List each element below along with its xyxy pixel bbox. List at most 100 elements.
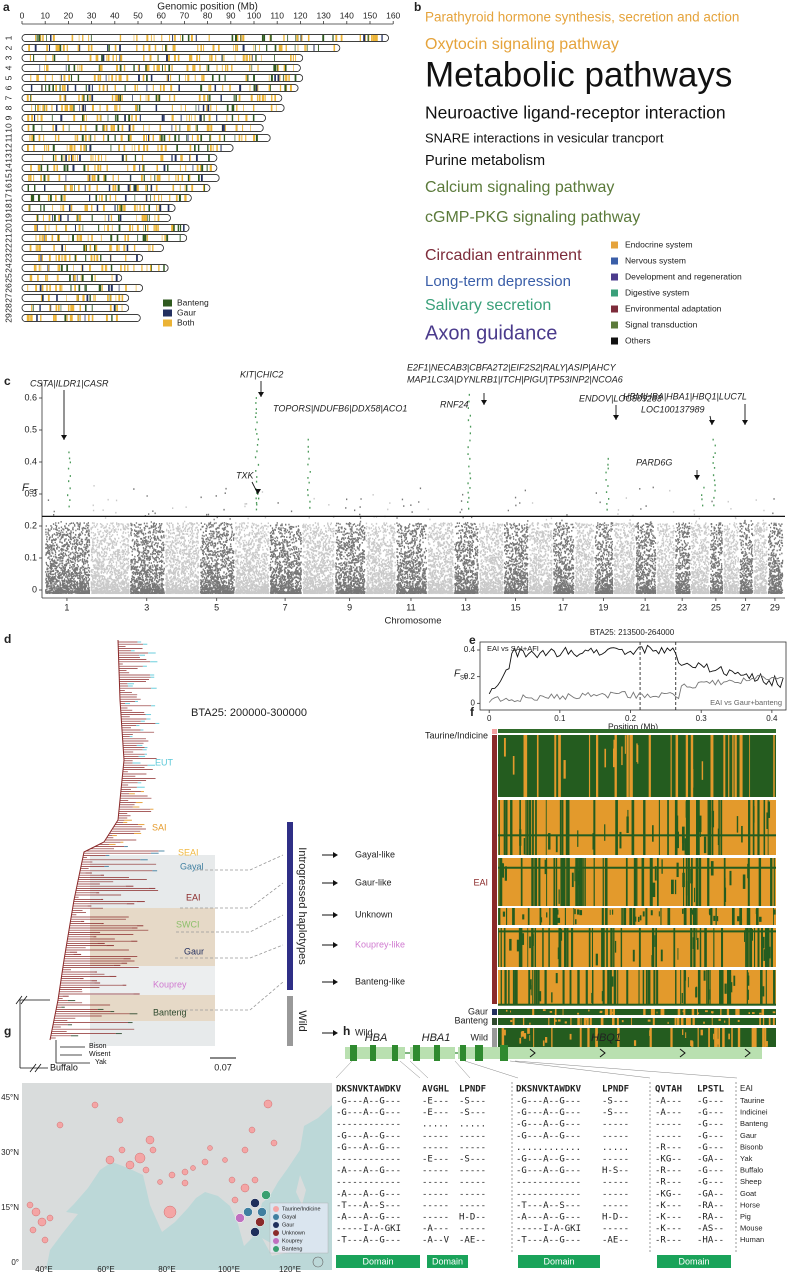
sequence: ----- xyxy=(422,1201,449,1211)
band xyxy=(159,85,162,91)
snp-points xyxy=(594,492,614,594)
band xyxy=(85,85,87,91)
band xyxy=(253,75,255,81)
band xyxy=(107,45,108,51)
block-stripe xyxy=(525,735,528,797)
band xyxy=(170,85,173,91)
band xyxy=(74,285,75,291)
chromosome-label: 13 xyxy=(3,153,13,163)
band xyxy=(250,95,253,101)
block-stripe xyxy=(538,991,542,1002)
block-stripe xyxy=(522,914,525,920)
band xyxy=(72,165,75,171)
band xyxy=(110,255,112,261)
block-stripe xyxy=(752,800,755,855)
band xyxy=(166,55,168,61)
band xyxy=(255,45,256,51)
group-label: Gaur xyxy=(468,1006,488,1016)
block-stripe xyxy=(667,800,669,855)
band xyxy=(140,175,143,181)
block-stripe xyxy=(529,979,532,990)
band xyxy=(114,95,116,101)
band xyxy=(288,75,289,81)
band xyxy=(333,45,336,51)
band xyxy=(155,105,158,111)
band xyxy=(211,165,212,171)
block-stripe xyxy=(561,800,564,855)
band xyxy=(158,205,160,211)
block-stripe xyxy=(616,824,618,842)
chromosome-label: 22 xyxy=(3,243,13,253)
block-stripe xyxy=(689,908,692,925)
block-stripe xyxy=(586,1018,589,1025)
band xyxy=(55,255,57,261)
band xyxy=(238,95,241,101)
haplotype-block xyxy=(498,858,776,906)
species-label: Gaur xyxy=(740,1131,757,1140)
group-bar xyxy=(492,735,497,1004)
band xyxy=(35,225,37,231)
x-tick-label: 5 xyxy=(214,602,219,612)
band xyxy=(124,195,127,201)
block-stripe xyxy=(762,1028,765,1047)
band xyxy=(169,95,171,101)
legend-label: Digestive system xyxy=(625,287,689,297)
band xyxy=(58,215,61,221)
band xyxy=(180,155,182,161)
x-axis-title: Chromosome xyxy=(384,616,441,627)
legend-label: Nervous system xyxy=(625,255,686,265)
band xyxy=(165,45,168,51)
band xyxy=(66,105,69,111)
band xyxy=(61,75,62,81)
chromosome-body xyxy=(21,114,266,122)
block-stripe xyxy=(685,1018,689,1025)
band xyxy=(64,195,66,201)
band xyxy=(143,225,144,231)
band xyxy=(204,95,206,101)
block-stripe xyxy=(562,970,565,1004)
dashed-link xyxy=(180,882,284,909)
block-stripe xyxy=(708,800,712,855)
band xyxy=(29,135,31,141)
band xyxy=(273,65,275,71)
band xyxy=(79,105,81,111)
band xyxy=(87,45,90,51)
band xyxy=(96,55,99,61)
sequence: -G---A--G--- xyxy=(336,1131,401,1141)
band xyxy=(106,85,108,91)
block-stripe xyxy=(682,1010,685,1013)
band xyxy=(32,125,35,131)
band xyxy=(105,155,107,161)
haplotype-block xyxy=(498,1009,776,1015)
clade-label: SWCI xyxy=(176,919,200,929)
block-stripe xyxy=(531,928,534,967)
band xyxy=(171,115,173,121)
band xyxy=(123,205,125,211)
block-stripe xyxy=(705,1010,708,1013)
block-stripe xyxy=(656,1011,658,1014)
band xyxy=(97,175,100,181)
chromosome-label: 9 xyxy=(3,115,13,120)
block-stripe xyxy=(636,743,638,763)
band xyxy=(168,65,171,71)
band xyxy=(179,235,181,241)
band xyxy=(146,85,148,91)
clade-label: Yak xyxy=(95,1059,107,1066)
band xyxy=(192,65,194,71)
chromosome-label: 7 xyxy=(3,95,13,100)
y-tick-label: 30°N xyxy=(1,1148,19,1157)
band xyxy=(107,225,109,231)
band xyxy=(203,185,205,191)
band xyxy=(129,175,131,181)
block-stripe xyxy=(539,917,543,923)
gene-label: HBA xyxy=(365,1032,388,1044)
x-tick-label: 100 xyxy=(247,10,261,20)
band xyxy=(195,35,197,41)
band xyxy=(136,205,138,211)
legend-swatch xyxy=(273,1246,279,1252)
band xyxy=(31,115,33,121)
band xyxy=(114,185,117,191)
block-stripe xyxy=(580,858,583,906)
block-stripe xyxy=(711,1011,714,1014)
block-stripe xyxy=(692,1018,695,1025)
